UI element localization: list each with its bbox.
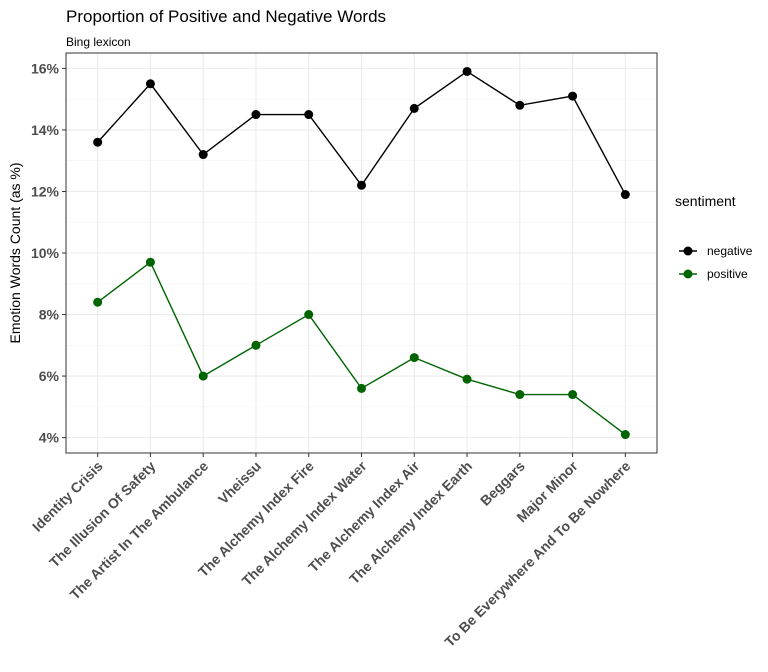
data-point-positive bbox=[304, 310, 314, 320]
x-tick-label: The Illusion Of Safety bbox=[46, 458, 159, 571]
y-tick-label: 8% bbox=[39, 307, 60, 323]
legend-label-positive: positive bbox=[707, 267, 748, 281]
legend-title: sentiment bbox=[675, 193, 736, 209]
data-point-positive bbox=[620, 430, 630, 440]
chart-subtitle: Bing lexicon bbox=[66, 35, 131, 49]
data-point-negative bbox=[462, 66, 472, 76]
data-point-positive bbox=[568, 390, 578, 400]
data-point-positive bbox=[409, 353, 419, 363]
y-tick-label: 10% bbox=[31, 245, 60, 261]
grid bbox=[66, 53, 657, 453]
x-tick-label: Beggars bbox=[477, 458, 528, 509]
data-point-positive bbox=[145, 257, 155, 267]
chart-title: Proportion of Positive and Negative Word… bbox=[66, 7, 386, 26]
data-point-positive bbox=[93, 297, 103, 307]
data-point-negative bbox=[620, 190, 630, 200]
data-point-negative bbox=[409, 103, 419, 113]
y-axis-label: Emotion Words Count (as %) bbox=[7, 162, 23, 343]
legend-label-negative: negative bbox=[707, 244, 753, 258]
y-tick-label: 14% bbox=[31, 122, 60, 138]
data-point-positive bbox=[515, 390, 525, 400]
y-axis: 4% 6% 8% 10% 12% 14% 16% bbox=[31, 60, 66, 446]
y-tick-label: 6% bbox=[39, 368, 60, 384]
data-point-negative bbox=[198, 150, 208, 160]
y-tick-label: 4% bbox=[39, 430, 60, 446]
x-tick-label: To Be Everywhere And To Be Nowhere bbox=[441, 458, 633, 650]
series-group bbox=[93, 66, 630, 440]
data-point-positive bbox=[251, 340, 261, 350]
data-point-positive bbox=[357, 383, 366, 393]
data-point-negative bbox=[357, 180, 366, 190]
data-point-positive bbox=[462, 374, 472, 384]
data-point-negative bbox=[304, 110, 314, 120]
legend-key-point-positive bbox=[683, 269, 693, 279]
data-point-negative bbox=[93, 137, 103, 147]
data-point-negative bbox=[145, 79, 155, 89]
data-point-negative bbox=[251, 110, 261, 120]
y-tick-label: 12% bbox=[31, 183, 60, 199]
data-point-negative bbox=[515, 100, 525, 110]
legend-key-point-negative bbox=[683, 246, 693, 256]
data-point-positive bbox=[198, 371, 208, 381]
legend: sentiment negative positive bbox=[675, 193, 753, 281]
x-tick-label: Vheissu bbox=[215, 458, 264, 507]
y-tick-label: 16% bbox=[31, 60, 60, 76]
data-point-negative bbox=[568, 91, 578, 101]
